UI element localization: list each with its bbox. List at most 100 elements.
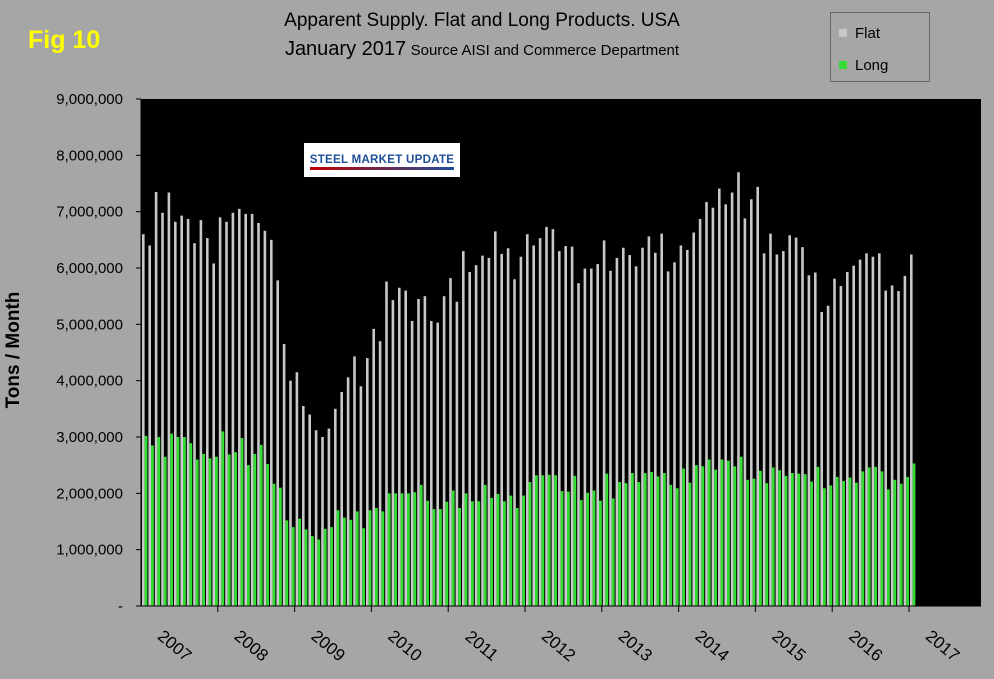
bar-flat [788,235,791,606]
bar-long [842,480,845,606]
bar-long [151,445,154,606]
bar-long [419,484,423,606]
bar-long [304,529,308,606]
bar-flat [878,253,881,606]
chart-legend: Flat Long [830,12,930,82]
bar-long [547,474,551,606]
bar-flat [833,278,836,606]
y-tick-label: 4,000,000 [56,373,123,390]
bar-flat [327,428,331,606]
bar-flat [865,253,868,606]
bar-flat [698,218,702,607]
logo-text: STEEL MARKET UPDATE [309,154,455,166]
bar-flat [782,251,785,606]
bar-long [733,466,737,606]
bar-flat [602,240,606,606]
bar-long [317,539,321,606]
bar-long [720,459,724,606]
x-tick-label: 2013 [615,626,656,665]
bar-flat [814,272,817,606]
bar-long [515,507,519,606]
bar-flat [308,414,311,606]
bar-flat [532,245,535,606]
bar-long [784,475,788,606]
bar-flat [449,278,452,606]
legend-swatch-flat [839,29,847,37]
bar-long [739,456,743,606]
bar-long [157,437,161,606]
bar-flat [282,344,286,606]
bar-flat [180,215,183,607]
bar-flat [801,247,804,606]
bar-flat [820,311,823,606]
bar-long [765,483,769,606]
bar-flat [257,222,260,606]
bar-flat [289,380,292,606]
legend-label-long: Long [855,56,889,74]
bar-long [682,468,685,606]
bar-long [298,518,301,606]
bar-long [528,482,532,606]
bar-long [778,470,781,606]
bar-long [387,493,391,606]
bar-flat [346,377,350,606]
x-tick-label: 2011 [462,627,502,665]
logo-swoosh [310,167,454,170]
bar-long [899,483,903,606]
bar-long [451,490,455,606]
bar-long [643,473,647,606]
bar-long [439,509,442,606]
bar-flat [506,248,510,606]
bar-flat [359,386,363,606]
bar-long [215,456,218,606]
bar-long [759,470,762,606]
bar-flat [583,268,587,606]
bar-flat [391,300,395,606]
bar-flat [519,256,523,606]
bar-long [202,453,205,606]
bar-long [163,456,167,606]
bar-flat [148,245,151,606]
bar-flat [538,238,542,606]
bar-long [311,536,314,606]
bar-long [432,509,436,606]
bar-flat [154,191,158,606]
bar-flat [903,275,907,606]
bar-flat [494,231,497,606]
bar-long [541,475,545,606]
bar-long [823,488,826,606]
bar-flat [609,270,612,606]
bar-long [810,481,813,606]
bar-long [464,493,468,606]
bar-flat [436,322,439,606]
bar-long [867,467,871,606]
bar-flat [199,220,203,606]
bar-long [669,484,673,606]
bar-long [400,493,404,606]
bar-flat [762,253,766,606]
bar-flat [897,291,900,606]
bar-flat [174,221,177,606]
bar-flat [839,286,843,606]
bar-long [362,528,365,606]
bar-long [618,482,621,606]
x-tick-label: 2008 [231,626,272,665]
bar-long [522,495,525,606]
bar-flat [641,247,644,606]
y-tick-label: 3,000,000 [56,429,123,446]
bar-long [458,507,461,606]
bar-flat [487,257,491,606]
bar-flat [622,247,625,606]
bar-long [368,510,372,606]
bar-flat [186,218,190,607]
y-tick-label: 5,000,000 [56,316,123,333]
bar-long [535,475,538,606]
bar-long [816,466,820,606]
y-tick-label: 2,000,000 [56,485,123,502]
bar-flat [807,275,811,606]
bar-long [560,491,564,606]
bar-long [407,493,410,606]
bar-flat [769,233,772,606]
chart-date: January 2017 [284,38,407,60]
